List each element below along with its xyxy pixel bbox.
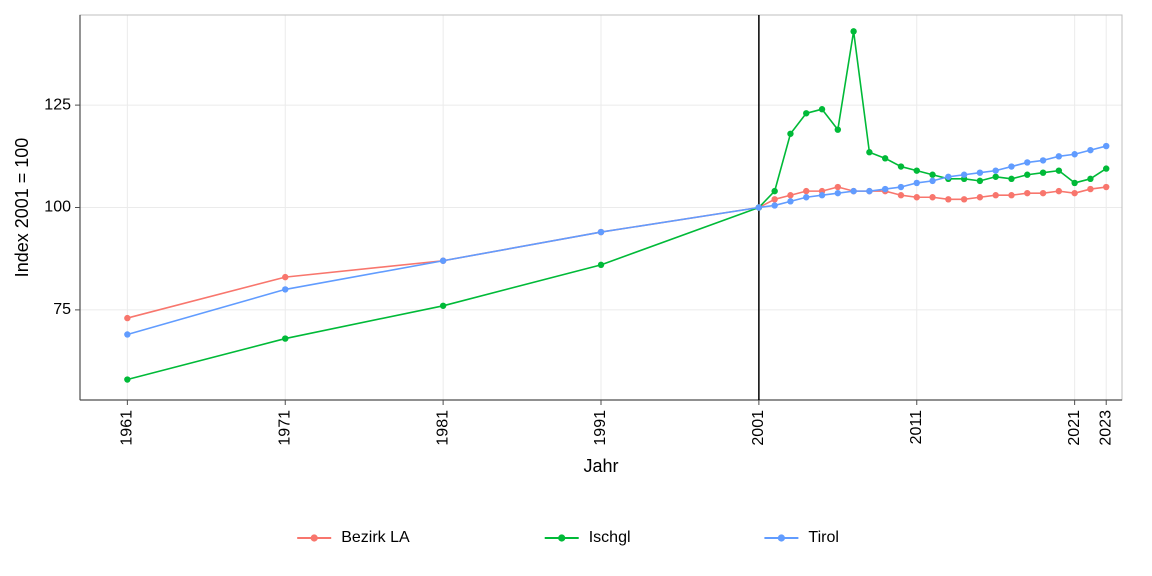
- data-point: [1056, 188, 1062, 194]
- data-point: [756, 204, 762, 210]
- data-point: [1087, 147, 1093, 153]
- data-point: [1103, 143, 1109, 149]
- x-tick-label: 2021: [1066, 410, 1083, 446]
- data-point: [992, 174, 998, 180]
- data-point: [835, 190, 841, 196]
- x-tick-label: 2023: [1097, 410, 1114, 446]
- data-point: [1071, 190, 1077, 196]
- x-tick-label: 1971: [276, 410, 293, 446]
- x-tick-label: 2001: [750, 410, 767, 446]
- data-point: [992, 192, 998, 198]
- data-point: [819, 192, 825, 198]
- data-point: [1103, 184, 1109, 190]
- x-tick-label: 2011: [908, 410, 925, 445]
- legend-label: Ischgl: [589, 529, 631, 546]
- data-point: [914, 194, 920, 200]
- data-point: [977, 169, 983, 175]
- x-axis-title: Jahr: [583, 456, 618, 476]
- data-point: [898, 192, 904, 198]
- data-point: [977, 178, 983, 184]
- data-point: [898, 163, 904, 169]
- data-point: [866, 188, 872, 194]
- data-point: [1024, 159, 1030, 165]
- data-point: [835, 126, 841, 132]
- chart-container: 75 100 125 1961 1971 1981 1991 2001 2011 2021 2023…: [0, 0, 1152, 576]
- data-point: [787, 131, 793, 137]
- data-point: [850, 188, 856, 194]
- data-point: [1071, 180, 1077, 186]
- data-point: [866, 149, 872, 155]
- x-tick-label: 1991: [592, 410, 609, 446]
- data-point: [1024, 190, 1030, 196]
- data-point: [598, 229, 604, 235]
- data-point: [282, 335, 288, 341]
- y-tick-label: 100: [44, 199, 71, 216]
- data-point: [835, 184, 841, 190]
- data-point: [819, 106, 825, 112]
- data-point: [929, 172, 935, 178]
- y-axis-title: Index 2001 = 100: [12, 138, 32, 278]
- data-point: [961, 172, 967, 178]
- data-point: [124, 315, 130, 321]
- data-point: [929, 178, 935, 184]
- data-point: [1103, 165, 1109, 171]
- data-point: [803, 188, 809, 194]
- data-point: [124, 331, 130, 337]
- data-point: [440, 303, 446, 309]
- data-point: [882, 155, 888, 161]
- data-point: [1008, 176, 1014, 182]
- data-point: [803, 110, 809, 116]
- data-point: [1071, 151, 1077, 157]
- data-point: [898, 184, 904, 190]
- data-point: [598, 262, 604, 268]
- data-point: [1008, 192, 1014, 198]
- data-point: [882, 186, 888, 192]
- legend-label: Bezirk LA: [341, 529, 410, 546]
- data-point: [124, 376, 130, 382]
- data-point: [282, 274, 288, 280]
- line-chart: 75 100 125 1961 1971 1981 1991 2001 2011 2021 2023…: [0, 0, 1152, 576]
- data-point: [1040, 169, 1046, 175]
- data-point: [1087, 176, 1093, 182]
- data-point: [1056, 167, 1062, 173]
- data-point: [914, 167, 920, 173]
- data-point: [803, 194, 809, 200]
- data-point: [440, 258, 446, 264]
- data-point: [850, 28, 856, 34]
- data-point: [945, 174, 951, 180]
- data-point: [1008, 163, 1014, 169]
- data-point: [1040, 190, 1046, 196]
- data-point: [945, 196, 951, 202]
- legend-label: Tirol: [808, 529, 839, 546]
- data-point: [787, 192, 793, 198]
- data-point: [771, 196, 777, 202]
- data-point: [1040, 157, 1046, 163]
- data-point: [992, 167, 998, 173]
- x-tick-label: 1981: [434, 410, 451, 446]
- data-point: [929, 194, 935, 200]
- x-tick-label: 1961: [119, 410, 136, 446]
- data-point: [787, 198, 793, 204]
- data-point: [771, 188, 777, 194]
- data-point: [961, 196, 967, 202]
- data-point: [977, 194, 983, 200]
- data-point: [1024, 172, 1030, 178]
- y-tick-label: 75: [53, 301, 71, 318]
- data-point: [914, 180, 920, 186]
- data-point: [282, 286, 288, 292]
- data-point: [1087, 186, 1093, 192]
- data-point: [1056, 153, 1062, 159]
- y-tick-label: 125: [44, 96, 71, 113]
- data-point: [771, 202, 777, 208]
